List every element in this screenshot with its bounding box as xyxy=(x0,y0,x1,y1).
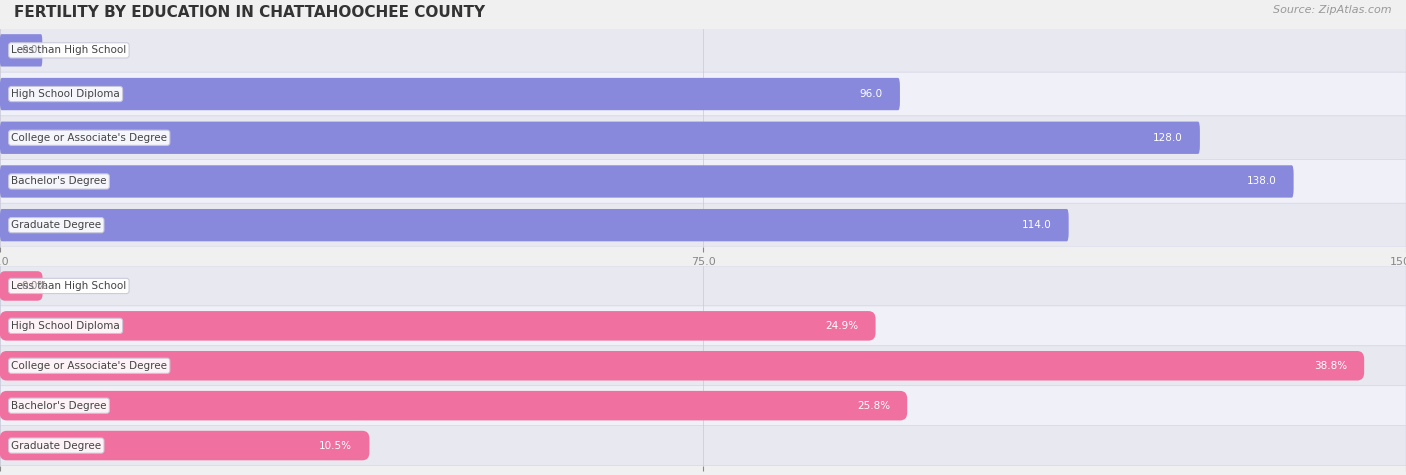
FancyBboxPatch shape xyxy=(0,165,1294,198)
Text: Source: ZipAtlas.com: Source: ZipAtlas.com xyxy=(1274,5,1392,15)
FancyBboxPatch shape xyxy=(0,386,1406,426)
Text: College or Associate's Degree: College or Associate's Degree xyxy=(11,361,167,371)
FancyBboxPatch shape xyxy=(0,306,1406,346)
Text: 38.8%: 38.8% xyxy=(1313,361,1347,371)
FancyBboxPatch shape xyxy=(0,72,1406,116)
FancyBboxPatch shape xyxy=(0,266,1406,306)
FancyBboxPatch shape xyxy=(0,34,42,66)
Text: 138.0: 138.0 xyxy=(1247,176,1277,187)
Text: Graduate Degree: Graduate Degree xyxy=(11,440,101,451)
Text: Less than High School: Less than High School xyxy=(11,281,127,291)
Text: 128.0: 128.0 xyxy=(1153,133,1182,143)
Text: College or Associate's Degree: College or Associate's Degree xyxy=(11,133,167,143)
FancyBboxPatch shape xyxy=(0,431,370,460)
FancyBboxPatch shape xyxy=(0,122,1199,154)
Text: High School Diploma: High School Diploma xyxy=(11,321,120,331)
FancyBboxPatch shape xyxy=(0,271,42,301)
Text: 24.9%: 24.9% xyxy=(825,321,858,331)
FancyBboxPatch shape xyxy=(0,116,1406,160)
Text: Graduate Degree: Graduate Degree xyxy=(11,220,101,230)
FancyBboxPatch shape xyxy=(0,160,1406,203)
Text: 96.0: 96.0 xyxy=(860,89,883,99)
Text: 0.0: 0.0 xyxy=(21,45,38,56)
FancyBboxPatch shape xyxy=(0,78,900,110)
Text: FERTILITY BY EDUCATION IN CHATTAHOOCHEE COUNTY: FERTILITY BY EDUCATION IN CHATTAHOOCHEE … xyxy=(14,5,485,20)
Text: 10.5%: 10.5% xyxy=(319,440,352,451)
FancyBboxPatch shape xyxy=(0,28,1406,72)
Text: Bachelor's Degree: Bachelor's Degree xyxy=(11,176,107,187)
Text: 114.0: 114.0 xyxy=(1022,220,1052,230)
Text: 0.0%: 0.0% xyxy=(21,281,48,291)
FancyBboxPatch shape xyxy=(0,351,1364,380)
Text: Bachelor's Degree: Bachelor's Degree xyxy=(11,400,107,411)
FancyBboxPatch shape xyxy=(0,391,907,420)
FancyBboxPatch shape xyxy=(0,426,1406,466)
Text: 25.8%: 25.8% xyxy=(856,400,890,411)
Text: High School Diploma: High School Diploma xyxy=(11,89,120,99)
FancyBboxPatch shape xyxy=(0,346,1406,386)
FancyBboxPatch shape xyxy=(0,209,1069,241)
FancyBboxPatch shape xyxy=(0,203,1406,247)
Text: Less than High School: Less than High School xyxy=(11,45,127,56)
FancyBboxPatch shape xyxy=(0,311,876,341)
